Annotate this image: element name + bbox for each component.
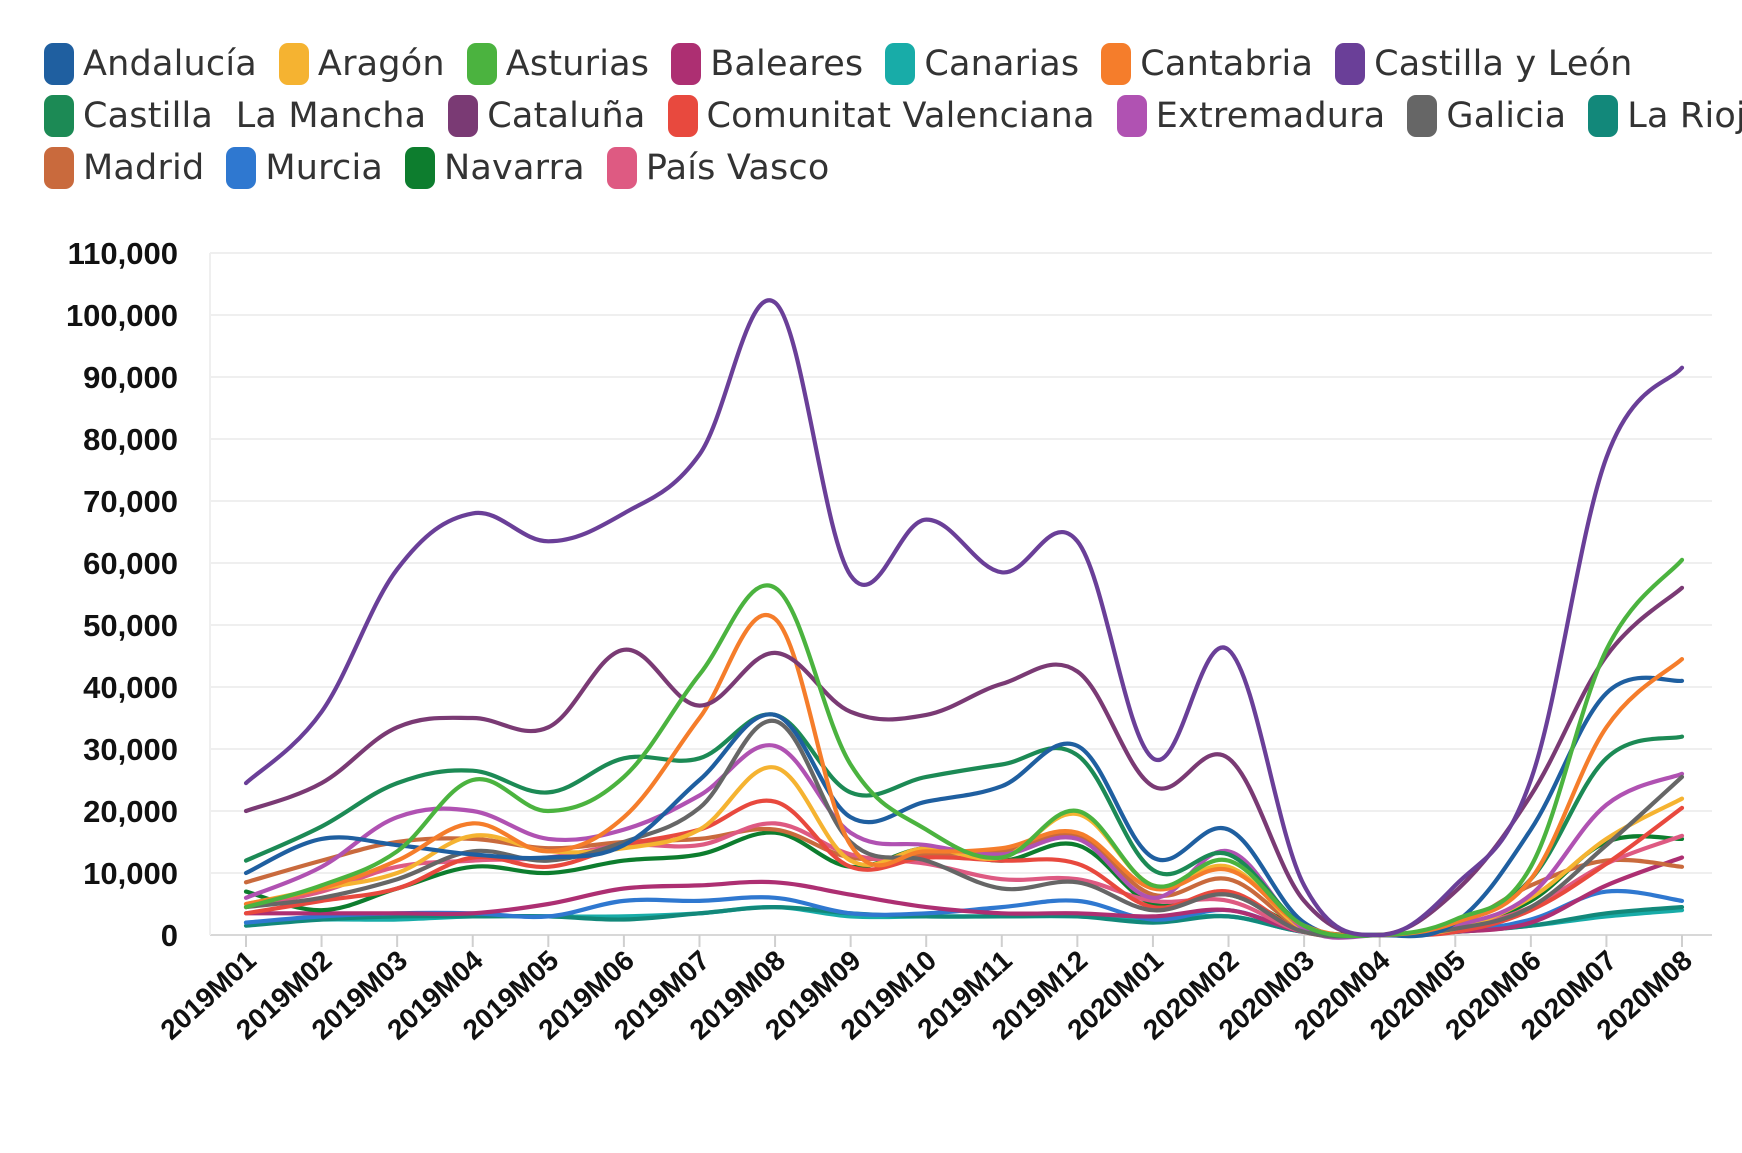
legend-swatch [44,95,74,137]
legend-label: Cataluña [487,96,646,136]
legend-row-3: Madrid Murcia Navarra País Vasco [44,142,1734,194]
legend-item-murcia[interactable]: Murcia [226,147,383,189]
legend-swatch [278,43,309,85]
legend-label: Galicia [1446,96,1567,136]
y-tick-label: 80,000 [83,422,178,457]
y-tick-label: 70,000 [83,484,178,519]
legend-row-2: Castilla La Mancha Cataluña Comunitat Vale… [44,90,1742,142]
legend-label: País Vasco [645,148,830,188]
legend-swatch [44,147,74,189]
legend-row-1: Andalucía Aragón Asturias Baleares Canarias C… [44,38,1734,90]
y-tick-label: 100,000 [66,298,178,333]
legend-item-extremadura[interactable]: Extremadura [1116,95,1386,137]
grid-lines [209,252,1712,936]
legend-swatch [606,147,637,189]
legend: Andalucía Aragón Asturias Baleares Canarias C… [44,38,1742,194]
legend-swatch [44,43,74,85]
legend-swatch [885,43,916,85]
y-tick-label: 30,000 [83,732,178,767]
series-line-castilla-y-leon[interactable] [243,298,1685,938]
y-tick-label: 60,000 [83,546,178,581]
legend-swatch [671,43,702,85]
legend-label: Castilla y León [1374,44,1633,84]
legend-label: Madrid [83,148,205,188]
legend-item-cataluna[interactable]: Cataluña [448,95,645,137]
y-tick-label: 10,000 [83,856,178,891]
legend-label: Aragón [317,44,445,84]
legend-item-baleares[interactable]: Baleares [671,43,863,85]
legend-swatch [1407,95,1438,137]
y-tick-label: 20,000 [83,794,178,829]
legend-item-la-rioja[interactable]: La Rioja [1588,95,1742,137]
y-tick-label: 110,000 [68,236,178,271]
y-tick-label: 90,000 [83,360,178,395]
series-line-asturias[interactable] [243,557,1685,939]
legend-label: Murcia [265,148,384,188]
legend-label: Baleares [710,44,864,84]
series-lines [243,298,1685,940]
legend-label: Asturias [505,44,650,84]
series-line-galicia[interactable] [243,718,1685,939]
y-tick-label: 0 [161,918,178,953]
legend-label: Navarra [444,148,585,188]
y-tick-label: 40,000 [83,670,178,705]
legend-item-castilla-y-leon[interactable]: Castilla y León [1335,43,1632,85]
legend-label: Castilla La Mancha [83,96,427,136]
legend-label: Comunitat Valenciana [706,96,1095,136]
y-tick-label: 50,000 [83,608,178,643]
legend-item-andalucia[interactable]: Andalucía [44,43,257,85]
series-line-cataluna[interactable] [243,585,1685,938]
legend-item-comunitat-valenciana[interactable]: Comunitat Valenciana [667,95,1095,137]
legend-item-pais-vasco[interactable]: País Vasco [606,147,830,189]
legend-label: Andalucía [83,44,257,84]
legend-label: Cantabria [1140,44,1314,84]
legend-label: Canarias [924,44,1080,84]
legend-label: Extremadura [1155,96,1386,136]
legend-swatch [1116,95,1147,137]
legend-item-galicia[interactable]: Galicia [1407,95,1566,137]
series-line-cantabria[interactable] [243,613,1685,938]
legend-swatch [1101,43,1132,85]
y-axis: 0 10,000 20,000 30,000 40,000 50,000 60,000 70,… [66,236,178,953]
legend-swatch [466,43,497,85]
legend-item-castilla-la-mancha[interactable]: Castilla La Mancha [44,95,426,137]
legend-swatch [448,95,479,137]
legend-item-aragon[interactable]: Aragón [278,43,445,85]
legend-swatch [667,95,698,137]
legend-item-navarra[interactable]: Navarra [405,147,585,189]
x-axis: 2019M012019M022019M032019M042019M052019M… [154,935,1698,1046]
legend-swatch [226,147,257,189]
legend-swatch [405,147,436,189]
legend-item-asturias[interactable]: Asturias [466,43,650,85]
legend-label: La Rioja [1627,96,1742,136]
legend-item-canarias[interactable]: Canarias [885,43,1079,85]
legend-swatch [1588,95,1619,137]
legend-swatch [1335,43,1366,85]
legend-item-madrid[interactable]: Madrid [44,147,204,189]
legend-item-cantabria[interactable]: Cantabria [1101,43,1313,85]
